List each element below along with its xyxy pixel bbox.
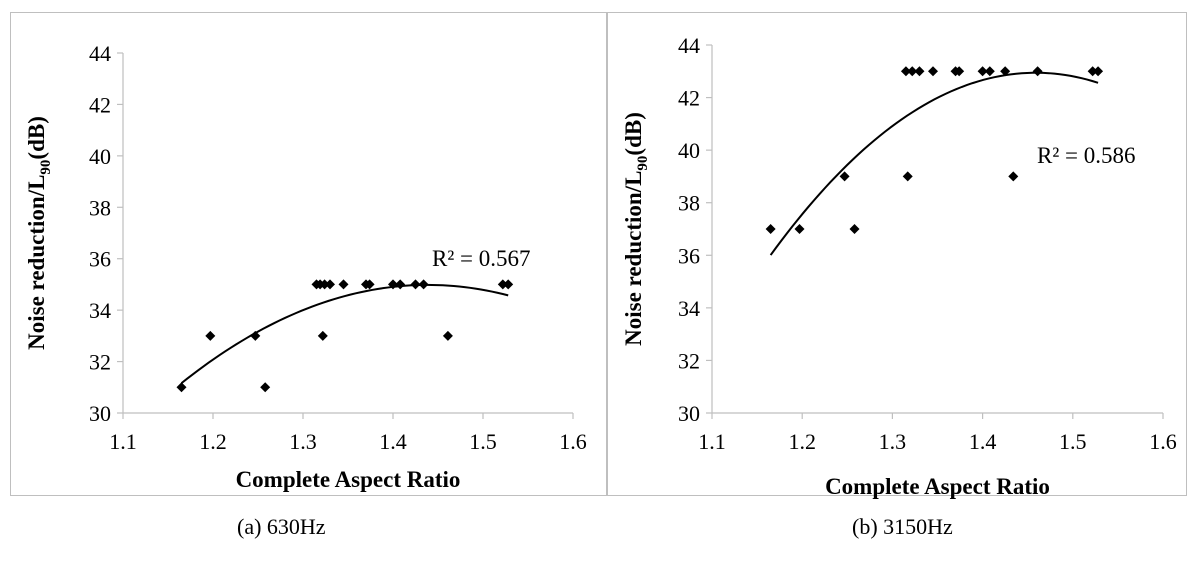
data-point (927, 66, 938, 77)
y-axis-label: Noise reduction/L90(dB) (24, 116, 54, 350)
x-tick-label: 1.3 (289, 429, 317, 454)
y-tick-label: 38 (89, 195, 111, 220)
data-point (260, 382, 271, 393)
data-point (902, 171, 913, 182)
x-tick-label: 1.5 (469, 429, 497, 454)
y-tick-label: 32 (89, 350, 111, 375)
data-point (900, 66, 911, 77)
y-tick-label: 34 (89, 298, 111, 323)
x-tick-label: 1.4 (969, 429, 997, 454)
data-point (418, 279, 429, 290)
x-axis-label: Complete Aspect Ratio (825, 474, 1050, 499)
data-point (977, 66, 988, 77)
data-point (442, 330, 453, 341)
data-point (338, 279, 349, 290)
data-point (849, 224, 860, 234)
trendline (769, 71, 1099, 256)
x-tick-label: 1.6 (559, 429, 587, 454)
chart-panel-b (607, 12, 1187, 496)
data-point (395, 279, 406, 290)
trendline (180, 283, 509, 384)
data-point (319, 279, 330, 290)
data-point (839, 171, 850, 182)
r-squared-label: R² = 0.586 (1037, 143, 1135, 168)
r-squared-label: R² = 0.567 (432, 246, 530, 271)
chart-a: 30 32 34 36 38 40 42 44 1.1 1.2 1.3 1.4 1.5 1.6 Comple… (24, 41, 587, 492)
x-tick-label: 1.5 (1059, 429, 1087, 454)
data-point (794, 224, 805, 234)
chart-b: 30 32 34 36 38 40 42 44 1.1 1.2 1.3 1.4 1.5 1.6 Comple… (621, 33, 1177, 499)
y-tick-label: 42 (678, 86, 700, 111)
y-tick-label: 30 (678, 401, 700, 426)
x-tick-label: 1.4 (379, 429, 407, 454)
data-point (1008, 171, 1019, 182)
chart-panel-a (10, 12, 607, 496)
data-point (176, 382, 187, 393)
x-tick-label: 1.1 (698, 429, 726, 454)
y-tick-label: 40 (89, 144, 111, 169)
y-tick-label: 42 (89, 92, 111, 117)
y-tick-label: 44 (678, 33, 700, 58)
data-point (250, 330, 261, 341)
y-tick-label: 34 (678, 296, 700, 321)
data-point (503, 279, 514, 290)
y-tick-label: 32 (678, 348, 700, 373)
y-tick-label: 44 (89, 41, 111, 66)
x-tick-label: 1.1 (109, 429, 137, 454)
data-point (497, 279, 508, 290)
y-tick-label: 40 (678, 138, 700, 163)
x-tick-label: 1.3 (879, 429, 907, 454)
data-point (1032, 66, 1043, 77)
x-axis-label: Complete Aspect Ratio (236, 467, 461, 492)
data-point (914, 66, 925, 77)
caption-a: (a) 630Hz (237, 514, 326, 539)
y-axis-label: Noise reduction/L90(dB) (621, 112, 651, 346)
data-point (317, 330, 328, 341)
data-point (907, 66, 918, 77)
data-point (765, 224, 776, 234)
y-tick-label: 38 (678, 191, 700, 216)
y-tick-label: 36 (678, 243, 700, 268)
data-point (984, 66, 995, 77)
data-point (388, 279, 398, 290)
data-point (954, 66, 965, 77)
x-tick-label: 1.6 (1149, 429, 1177, 454)
data-point (410, 279, 421, 290)
data-point (205, 330, 216, 341)
data-point (1087, 66, 1098, 77)
y-tick-label: 30 (89, 401, 111, 426)
data-point (1000, 66, 1011, 77)
data-point (1093, 66, 1104, 77)
data-point (364, 279, 375, 290)
x-tick-label: 1.2 (788, 429, 816, 454)
y-tick-label: 36 (89, 247, 111, 272)
data-point (325, 279, 335, 290)
x-tick-label: 1.2 (199, 429, 227, 454)
caption-b: (b) 3150Hz (852, 514, 953, 539)
